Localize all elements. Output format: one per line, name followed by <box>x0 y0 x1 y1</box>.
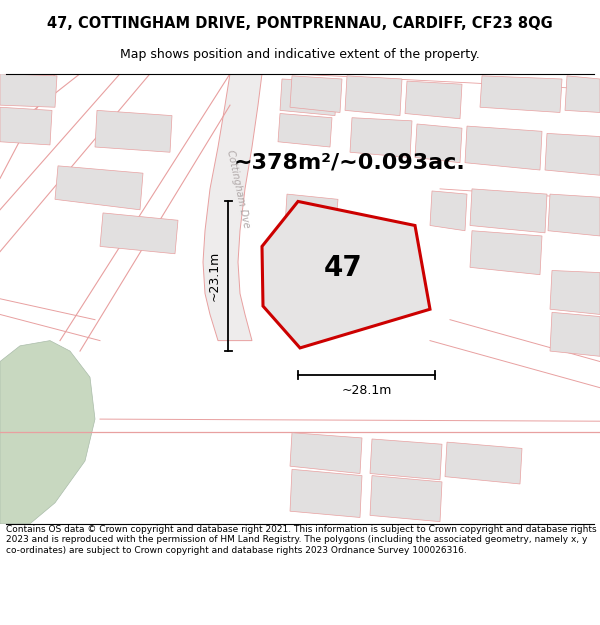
Polygon shape <box>0 341 95 524</box>
Polygon shape <box>100 213 178 254</box>
Polygon shape <box>280 79 337 116</box>
Polygon shape <box>350 118 412 158</box>
Text: ~28.1m: ~28.1m <box>341 384 392 398</box>
Polygon shape <box>415 124 462 162</box>
Text: Cottingham Dve: Cottingham Dve <box>225 149 251 229</box>
Polygon shape <box>285 229 337 271</box>
Polygon shape <box>290 76 342 112</box>
Text: 47, COTTINGHAM DRIVE, PONTPRENNAU, CARDIFF, CF23 8QG: 47, COTTINGHAM DRIVE, PONTPRENNAU, CARDI… <box>47 16 553 31</box>
Polygon shape <box>345 76 402 116</box>
Polygon shape <box>548 194 600 236</box>
Polygon shape <box>55 166 143 210</box>
Polygon shape <box>565 76 600 112</box>
Text: ~23.1m: ~23.1m <box>208 251 221 301</box>
Polygon shape <box>0 107 52 145</box>
Polygon shape <box>465 126 542 170</box>
Polygon shape <box>0 74 57 108</box>
Polygon shape <box>370 439 442 480</box>
Polygon shape <box>290 469 362 518</box>
Polygon shape <box>285 194 338 233</box>
Text: ~378m²/~0.093ac.: ~378m²/~0.093ac. <box>234 152 466 173</box>
Polygon shape <box>430 191 467 231</box>
Polygon shape <box>405 81 462 119</box>
Polygon shape <box>95 111 172 152</box>
Polygon shape <box>470 189 547 233</box>
Text: 47: 47 <box>323 254 362 281</box>
Polygon shape <box>278 114 332 147</box>
Polygon shape <box>203 74 262 341</box>
Polygon shape <box>445 442 522 484</box>
Polygon shape <box>480 76 562 112</box>
Polygon shape <box>262 201 430 348</box>
Text: Contains OS data © Crown copyright and database right 2021. This information is : Contains OS data © Crown copyright and d… <box>6 525 596 555</box>
Polygon shape <box>550 312 600 356</box>
Polygon shape <box>550 271 600 314</box>
Polygon shape <box>470 231 542 274</box>
Polygon shape <box>370 476 442 522</box>
Text: Map shows position and indicative extent of the property.: Map shows position and indicative extent… <box>120 48 480 61</box>
Polygon shape <box>290 432 362 474</box>
Polygon shape <box>545 133 600 175</box>
